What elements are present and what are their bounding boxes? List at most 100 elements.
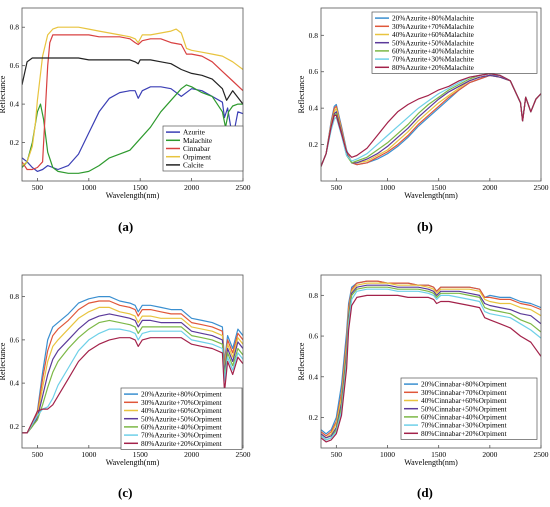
series-line-7 — [22, 337, 243, 434]
chart-panel-c: 500 1000 1500 2000 2500 0.2 0.4 0.6 0.8 Wavelengt… — [0, 274, 251, 467]
x-tick-label: 1000 — [81, 183, 96, 192]
x-axis-label: Wavelength(nm) — [404, 191, 458, 200]
x-tick-label: 2000 — [184, 183, 199, 192]
legend-label: 50%Azurite+50%Malachite — [392, 38, 474, 47]
x-tick-label: 1000 — [81, 450, 96, 459]
x-tick-label: 500 — [32, 183, 44, 192]
x-tick-label: 1500 — [431, 183, 446, 192]
x-tick-label: 500 — [331, 183, 343, 192]
legend-label: 30%Cinnabar+70%Orpiment — [421, 388, 507, 397]
x-axis-label: Wavelength(nm) — [106, 458, 160, 467]
legend-label: 60%Azurite+40%Orpiment — [141, 423, 222, 432]
legend-box — [400, 377, 538, 440]
series-line-2 — [321, 74, 541, 167]
series-line-3 — [321, 74, 541, 167]
y-tick-label: 0.2 — [309, 140, 319, 149]
y-tick-label: 0.2 — [10, 138, 20, 147]
legend: 20%Azurite+80%Orpiment30%Azurite+70%Orpi… — [120, 387, 243, 450]
chart-panel-a: 500 1000 1500 2000 2500 0.2 0.4 0.6 0.8 Wavelengt… — [0, 7, 251, 200]
x-tick-label: 1000 — [380, 450, 395, 459]
series-line-4 — [22, 26, 243, 167]
y-axis-label: Reflectance — [0, 75, 7, 113]
y-tick-label: 0.8 — [10, 292, 20, 301]
x-tick-label: 2000 — [184, 450, 199, 459]
legend-label: Cinnabar — [183, 144, 210, 153]
legend-label: 60%Cinnabar+40%Orpiment — [421, 413, 507, 422]
y-tick-label: 0.8 — [309, 291, 319, 300]
legend-label: 70%Cinnabar+30%Orpiment — [421, 421, 507, 430]
x-tick-label: 1500 — [133, 183, 148, 192]
x-tick-label: 1500 — [431, 450, 446, 459]
legend: 20%Azurite+80%Malachite30%Azurite+70%Mal… — [371, 11, 538, 74]
series-line-4 — [321, 74, 541, 167]
legend-label: 20%Cinnabar+80%Orpiment — [421, 380, 507, 389]
x-tick-label: 2500 — [236, 450, 251, 459]
y-tick-label: 0.4 — [309, 372, 319, 381]
legend-label: 30%Azurite+70%Orpiment — [141, 398, 222, 407]
chart-panel-b: 500 1000 1500 2000 2500 0.2 0.4 0.6 0.8 Wavelengt… — [297, 7, 549, 200]
legend-box — [120, 387, 243, 450]
y-tick-label: 0.4 — [10, 379, 20, 388]
legend-label: 60%Azurite+40%Malachite — [392, 47, 474, 56]
panel-label-c: (c) — [118, 485, 133, 500]
y-tick-label: 0.8 — [309, 31, 319, 40]
x-tick-label: 1000 — [380, 183, 395, 192]
legend-box — [371, 11, 538, 74]
x-tick-label: 2000 — [482, 450, 497, 459]
x-axis-label: Wavelength(nm) — [106, 191, 160, 200]
panel-label-b: (b) — [417, 219, 433, 234]
series-line-1 — [321, 74, 541, 167]
series-line-5 — [321, 72, 541, 167]
y-axis-label: Reflectance — [0, 342, 7, 380]
x-tick-label: 1500 — [133, 450, 148, 459]
legend-label: 80%Cinnabar+20%Orpiment — [421, 429, 507, 438]
plot-frame — [320, 274, 542, 449]
x-tick-label: 2000 — [482, 183, 497, 192]
x-axis-label: Wavelength(nm) — [404, 458, 458, 467]
x-tick-label: 500 — [331, 450, 343, 459]
y-tick-label: 0.4 — [10, 100, 20, 109]
series-line-7 — [321, 294, 541, 443]
series-line-7 — [321, 72, 541, 167]
series-line-2 — [22, 300, 243, 434]
plot-frame — [320, 7, 542, 182]
series-line-5 — [22, 57, 243, 105]
legend-label: 70%Azurite+30%Malachite — [392, 55, 474, 64]
y-tick-label: 0.6 — [309, 332, 319, 341]
y-tick-label: 0.6 — [309, 67, 319, 76]
legend-label: 70%Azurite+30%Orpiment — [141, 431, 222, 440]
legend-label: Orpiment — [183, 152, 211, 161]
legend-label: 80%Azurite+20%Orpiment — [141, 439, 222, 448]
panel-label-a: (a) — [118, 219, 134, 234]
legend-label: Calcite — [183, 161, 204, 170]
legend-label: 20%Azurite+80%Orpiment — [141, 390, 222, 399]
y-tick-label: 0.2 — [309, 413, 319, 422]
legend-label: 50%Cinnabar+50%Orpiment — [421, 404, 507, 413]
y-tick-label: 0.6 — [10, 335, 20, 344]
legend-label: 20%Azurite+80%Malachite — [392, 14, 474, 23]
series-line-6 — [321, 72, 541, 167]
legend-label: 40%Cinnabar+60%Orpiment — [421, 396, 507, 405]
series-line-3 — [22, 34, 243, 171]
y-tick-label: 0.4 — [309, 104, 319, 113]
x-tick-label: 2500 — [236, 183, 251, 192]
y-axis-label: Reflectance — [297, 342, 306, 380]
series-line-6 — [321, 288, 541, 441]
y-tick-label: 0.8 — [10, 23, 20, 32]
chart-panel-d: 500 1000 1500 2000 2500 0.2 0.4 0.6 0.8 Wavelengt… — [297, 274, 549, 467]
y-tick-label: 0.6 — [10, 61, 20, 70]
series-line-2 — [22, 84, 243, 174]
y-axis-label: Reflectance — [297, 75, 306, 113]
series-line-3 — [22, 306, 243, 434]
legend-label: Malachite — [183, 136, 212, 145]
x-tick-label: 500 — [32, 450, 44, 459]
legend-label: 30%Azurite+70%Malachite — [392, 22, 474, 31]
panel-label-d: (d) — [417, 485, 433, 500]
legend-label: 40%Azurite+60%Orpiment — [141, 406, 222, 415]
legend: 20%Cinnabar+80%Orpiment30%Cinnabar+70%Or… — [400, 377, 538, 440]
series-line-1 — [22, 296, 243, 434]
x-tick-label: 2500 — [534, 183, 549, 192]
plot-frame — [21, 7, 244, 182]
